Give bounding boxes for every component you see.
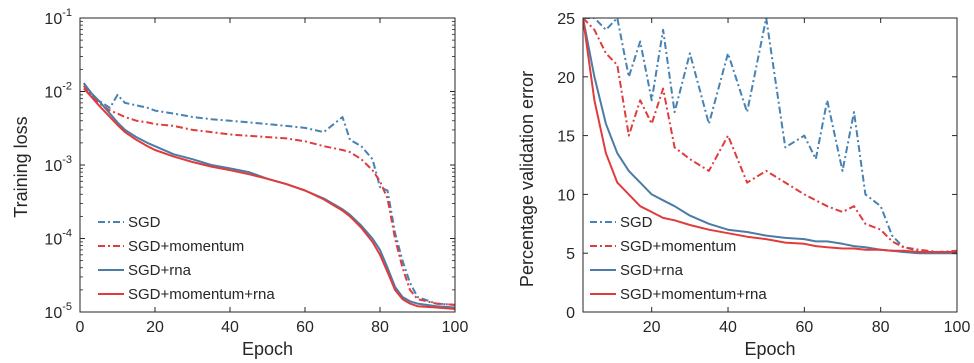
- legend-label-2: SGD+rna: [128, 262, 192, 279]
- validation-error-x-ticks: 20 40 60 80 100: [643, 18, 971, 336]
- x-tick-label: 40: [221, 319, 239, 336]
- legend-label-2: SGD+rna: [620, 262, 684, 279]
- x-tick-label: 0: [76, 319, 85, 336]
- y-tick-label: 20: [557, 70, 575, 87]
- training-loss-y-axis-label: Training loss: [11, 116, 31, 217]
- x-tick-label: 60: [296, 319, 314, 336]
- series-line-0: [583, 18, 957, 255]
- x-tick-label: 60: [795, 319, 813, 336]
- y-tick-label: 10-5: [44, 301, 72, 322]
- legend-label-0: SGD: [620, 214, 653, 231]
- y-tick-base: 10: [44, 158, 62, 175]
- validation-error-y-axis-label: Percentage validation error: [517, 71, 537, 287]
- y-tick-label: 10-4: [44, 228, 72, 249]
- x-tick-label: 20: [643, 319, 661, 336]
- validation-error-chart: 20 40 60 80 100 0 5 10 15 20 25 Epoch Percentage …: [517, 11, 970, 359]
- y-tick-base: 10: [44, 85, 62, 102]
- y-tick-label: 10-1: [44, 7, 72, 28]
- training-loss-x-ticks: 0 20 40 60 80 100: [76, 18, 469, 336]
- training-loss-series: [82, 82, 456, 310]
- training-loss-y-ticks: 10-510-410-310-210-1: [44, 7, 455, 322]
- legend-label-3: SGD+momentum+rna: [128, 286, 275, 303]
- y-tick-base: 10: [44, 232, 62, 249]
- y-tick-label: 5: [566, 246, 575, 263]
- legend-label-0: SGD: [128, 214, 161, 231]
- y-tick-exponent: -2: [62, 81, 72, 93]
- y-tick-label: 0: [566, 305, 575, 322]
- legend-label-3: SGD+momentum+rna: [620, 286, 767, 303]
- x-tick-label: 100: [442, 319, 469, 336]
- series-line-1: [583, 18, 957, 253]
- x-tick-label: 80: [371, 319, 389, 336]
- series-line-1: [82, 85, 456, 306]
- y-tick-exponent: -4: [62, 228, 72, 240]
- validation-error-plot-frame: [582, 17, 958, 313]
- validation-error-series: [583, 18, 957, 255]
- y-tick-label: 10-2: [44, 81, 72, 102]
- training-loss-chart: 0 20 40 60 80 100 10-510-410-310-210-1 Epoch …: [11, 7, 468, 359]
- legend-label-1: SGD+momentum: [128, 238, 244, 255]
- x-tick-label: 100: [944, 319, 971, 336]
- series-line-3: [83, 87, 456, 310]
- y-tick-label: 15: [557, 129, 575, 146]
- y-tick-base: 10: [44, 305, 62, 322]
- y-tick-label: 10-3: [44, 154, 72, 175]
- y-tick-exponent: -3: [62, 154, 72, 166]
- y-tick-exponent: -5: [62, 301, 72, 313]
- legend-label-1: SGD+momentum: [620, 238, 736, 255]
- x-tick-label: 20: [146, 319, 164, 336]
- y-tick-label: 25: [557, 11, 575, 28]
- y-tick-base: 10: [44, 11, 62, 28]
- training-loss-legend: SGD SGD+momentum SGD+rna SGD+momentum+rna: [98, 214, 275, 303]
- x-tick-label: 80: [872, 319, 890, 336]
- series-line-3: [583, 18, 957, 253]
- x-tick-label: 40: [719, 319, 737, 336]
- validation-error-y-ticks: 0 5 10 15 20 25: [557, 11, 957, 322]
- training-loss-x-axis-label: Epoch: [242, 339, 293, 359]
- validation-error-legend: SGD SGD+momentum SGD+rna SGD+momentum+rna: [590, 214, 767, 303]
- y-tick-exponent: -1: [62, 7, 72, 19]
- y-tick-label: 10: [557, 187, 575, 204]
- validation-error-x-axis-label: Epoch: [744, 339, 795, 359]
- series-line-0: [82, 82, 456, 306]
